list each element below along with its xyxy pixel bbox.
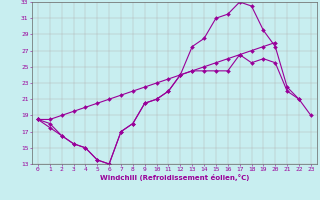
X-axis label: Windchill (Refroidissement éolien,°C): Windchill (Refroidissement éolien,°C) [100,174,249,181]
